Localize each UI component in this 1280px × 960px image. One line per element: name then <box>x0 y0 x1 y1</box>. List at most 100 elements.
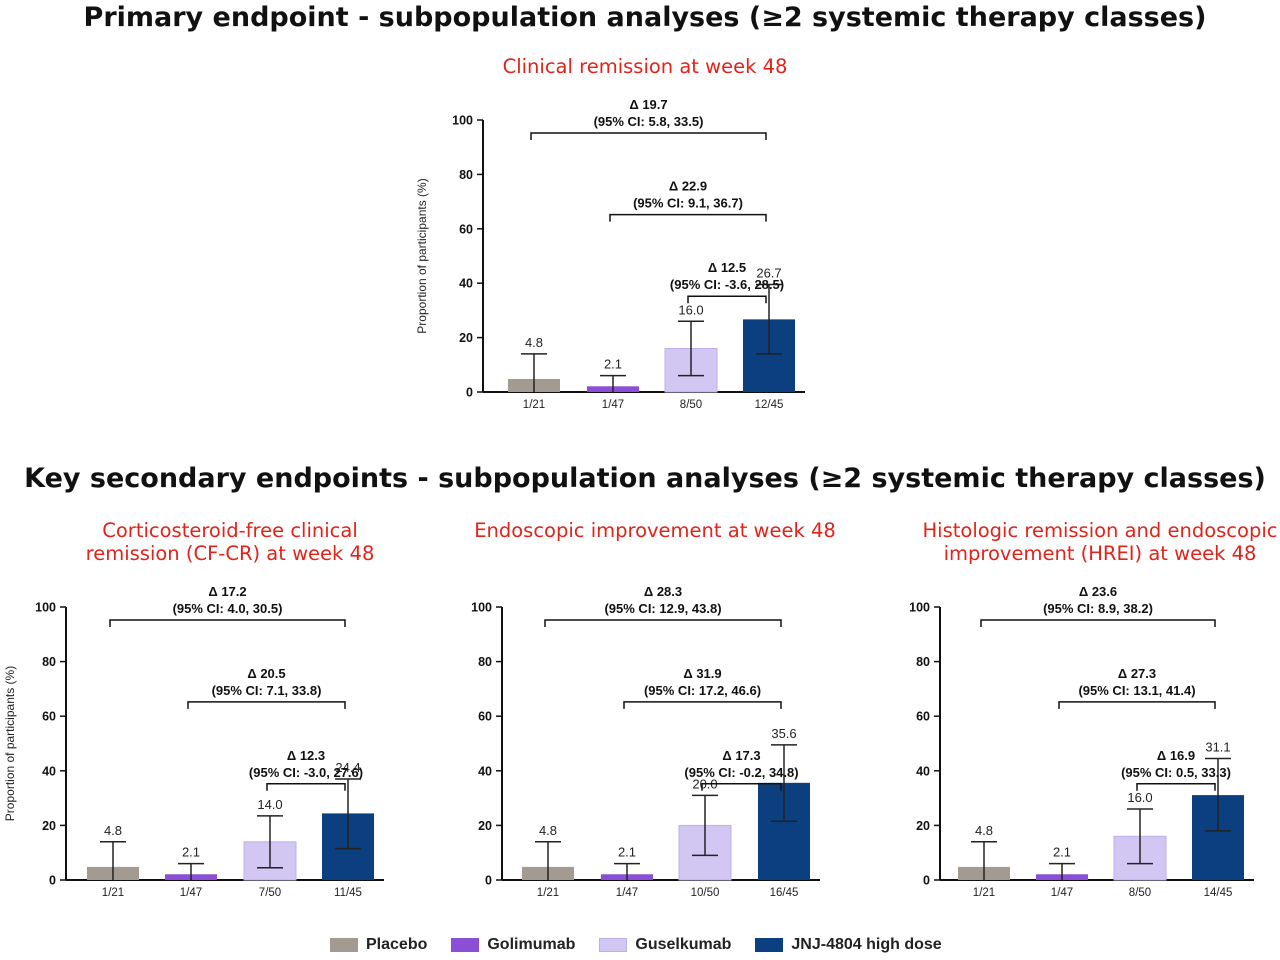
comparison-delta: Δ 17.3 <box>722 748 760 763</box>
data-label: 4.8 <box>104 823 122 838</box>
comparison-delta: Δ 20.5 <box>247 666 285 681</box>
comparison-bracket <box>1058 701 1216 709</box>
y-tick-label: 20 <box>459 331 473 345</box>
y-tick-label: 40 <box>42 764 56 778</box>
data-label: 24.4 <box>335 760 360 775</box>
y-tick-label: 60 <box>916 710 930 724</box>
comparison-ci: (95% CI: 17.2, 46.6) <box>644 683 761 698</box>
chart-title-endoscopic-improvement: Endoscopic improvement at week 48 <box>455 519 855 542</box>
y-tick-label: 60 <box>459 222 473 236</box>
data-label: 31.1 <box>1205 740 1230 755</box>
x-tick-label: 14/45 <box>1204 887 1233 899</box>
chart-title-line: Endoscopic improvement at week 48 <box>474 519 836 542</box>
comparison-bracket <box>609 213 767 222</box>
y-tick-label: 40 <box>459 277 473 291</box>
comparison-ci: (95% CI: 12.9, 43.8) <box>604 601 721 616</box>
y-tick-label: 80 <box>459 168 473 182</box>
comparison-delta: Δ 17.2 <box>208 584 246 599</box>
comparison-delta: Δ 16.9 <box>1157 748 1195 763</box>
chart-title-line: improvement (HREI) at week 48 <box>943 542 1257 565</box>
chart-title-cf-cr: Corticosteroid-free clinical remission (… <box>30 519 430 565</box>
legend-label: JNJ-4804 high dose <box>791 936 942 953</box>
y-tick-label: 80 <box>478 655 492 669</box>
x-tick-label: 1/21 <box>523 399 545 411</box>
data-label: 2.1 <box>1053 845 1071 860</box>
comparison-delta: Δ 31.9 <box>683 666 721 681</box>
legend-swatch-placebo <box>330 938 358 952</box>
comparison-ci: (95% CI: 8.9, 38.2) <box>1043 601 1153 616</box>
y-tick-label: 0 <box>485 874 492 888</box>
data-label: 4.8 <box>975 823 993 838</box>
comparison-ci: (95% CI: 0.5, 33.3) <box>1121 765 1231 780</box>
x-tick-label: 11/45 <box>334 887 362 899</box>
legend-label: Golimumab <box>487 936 576 953</box>
y-tick-label: 100 <box>35 601 56 615</box>
legend-label: Guselkumab <box>635 936 732 953</box>
legend-item-jnj-4804: JNJ-4804 high dose <box>755 936 942 954</box>
x-tick-label: 8/50 <box>1129 887 1151 899</box>
y-tick-label: 0 <box>466 386 473 400</box>
y-tick-label: 60 <box>478 710 492 724</box>
y-tick-label: 80 <box>916 655 930 669</box>
comparison-ci: (95% CI: -3.6, 28.5) <box>670 277 784 292</box>
data-label: 16.0 <box>678 302 703 317</box>
chart-title-line: Clinical remission at week 48 <box>502 55 788 78</box>
x-tick-label: 7/50 <box>259 887 281 899</box>
comparison-ci: (95% CI: 13.1, 41.4) <box>1078 683 1195 698</box>
comparison-delta: Δ 27.3 <box>1118 666 1156 681</box>
primary-endpoint-title: Primary endpoint - subpopulation analyse… <box>83 2 1207 33</box>
data-label: 26.7 <box>756 266 781 281</box>
y-tick-label: 20 <box>478 819 492 833</box>
y-tick-label: 100 <box>471 601 492 615</box>
x-tick-label: 8/50 <box>680 399 702 411</box>
legend-label: Placebo <box>366 936 428 953</box>
comparison-bracket <box>109 619 346 627</box>
data-label: 2.1 <box>604 357 622 372</box>
chart-title-line: remission (CF-CR) at week 48 <box>85 542 375 565</box>
legend-swatch-guselkumab <box>599 938 628 952</box>
y-tick-label: 100 <box>452 114 473 128</box>
data-label: 2.1 <box>182 845 200 860</box>
chart-clinical-remission: 0 20 40 60 80 100 Proportion of participants (… <box>415 97 805 411</box>
legend-item-golimumab: Golimumab <box>451 936 575 954</box>
y-tick-label: 60 <box>42 710 56 724</box>
y-tick-label: 100 <box>909 601 930 615</box>
comparison-bracket <box>980 619 1216 627</box>
y-tick-label: 20 <box>916 819 930 833</box>
chart-title-line: Histologic remission and endoscopic <box>922 519 1278 542</box>
data-label: 16.0 <box>1127 790 1152 805</box>
x-tick-label: 1/21 <box>973 887 995 899</box>
comparison-bracket <box>623 701 782 709</box>
data-label: 4.8 <box>525 335 543 350</box>
x-tick-label: 10/50 <box>691 887 720 899</box>
x-tick-label: 12/45 <box>755 399 784 411</box>
chart-plot-group: 0 20 40 60 80 100 Proportion of participants (… <box>415 97 805 411</box>
chart-cf-cr: 0 20 40 60 80 100 Proportion of participants (… <box>3 584 384 899</box>
y-tick-label: 0 <box>923 874 930 888</box>
comparison-ci: (95% CI: 9.1, 36.7) <box>633 196 743 211</box>
x-tick-label: 1/47 <box>180 887 202 899</box>
x-tick-label: 1/21 <box>102 887 124 899</box>
x-tick-label: 16/45 <box>770 887 799 899</box>
data-label: 14.0 <box>257 797 282 812</box>
comparison-delta: Δ 12.5 <box>708 260 746 275</box>
y-tick-label: 0 <box>49 874 56 888</box>
comparison-bracket <box>701 783 782 791</box>
comparison-ci: (95% CI: 5.8, 33.5) <box>594 114 704 129</box>
comparison-ci: (95% CI: 7.1, 33.8) <box>212 683 322 698</box>
legend-item-guselkumab: Guselkumab <box>599 936 731 954</box>
y-tick-label: 20 <box>42 819 56 833</box>
comparison-bracket <box>1136 783 1216 791</box>
comparison-delta: Δ 23.6 <box>1079 584 1117 599</box>
comparison-ci: (95% CI: -0.2, 34.8) <box>684 765 798 780</box>
x-tick-label: 1/47 <box>616 887 638 899</box>
x-tick-label: 1/47 <box>602 399 624 411</box>
data-label: 35.6 <box>771 726 796 741</box>
comparison-delta: Δ 12.3 <box>287 748 325 763</box>
legend-swatch-jnj-4804 <box>755 938 784 952</box>
comparison-bracket <box>544 619 782 627</box>
chart-plot-group: 0 20 40 60 80 100 Proportion of participants (… <box>3 584 384 899</box>
y-tick-label: 40 <box>916 764 930 778</box>
data-label: 2.1 <box>618 845 636 860</box>
legend: Placebo Golimumab Guselkumab JNJ-4804 hi… <box>330 936 942 954</box>
